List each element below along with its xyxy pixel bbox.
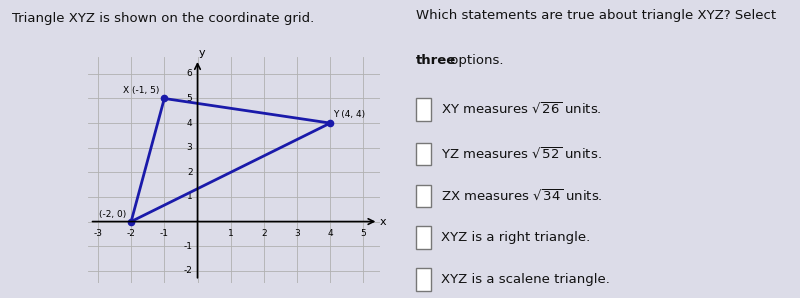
- Text: 2: 2: [187, 168, 193, 177]
- Text: XY measures $\sqrt{26}$ units.: XY measures $\sqrt{26}$ units.: [441, 102, 602, 117]
- Text: ZX measures $\sqrt{34}$ units.: ZX measures $\sqrt{34}$ units.: [441, 188, 602, 204]
- Bar: [416, 268, 431, 291]
- Text: XYZ is a scalene triangle.: XYZ is a scalene triangle.: [441, 273, 610, 286]
- Text: 5: 5: [361, 229, 366, 238]
- Bar: [416, 226, 431, 249]
- Text: -3: -3: [94, 229, 102, 238]
- Text: 3: 3: [186, 143, 193, 152]
- Text: 4: 4: [187, 119, 193, 128]
- Text: Triangle XYZ is shown on the coordinate grid.: Triangle XYZ is shown on the coordinate …: [12, 12, 314, 25]
- Text: x: x: [380, 217, 386, 226]
- Text: Which statements are true about triangle XYZ? Select: Which statements are true about triangle…: [416, 9, 776, 22]
- Text: X (-1, 5): X (-1, 5): [123, 86, 159, 95]
- Bar: [416, 185, 431, 207]
- Text: 2: 2: [261, 229, 266, 238]
- Text: -2: -2: [126, 229, 135, 238]
- Text: 5: 5: [186, 94, 193, 103]
- Text: 3: 3: [294, 229, 300, 238]
- Text: -1: -1: [183, 242, 193, 251]
- Text: -1: -1: [160, 229, 169, 238]
- Text: (-2, 0): (-2, 0): [99, 210, 126, 219]
- Text: 6: 6: [186, 69, 193, 78]
- Text: YZ measures $\sqrt{52}$ units.: YZ measures $\sqrt{52}$ units.: [441, 147, 602, 162]
- Text: -2: -2: [184, 266, 193, 275]
- Text: 4: 4: [327, 229, 333, 238]
- Text: Y (4, 4): Y (4, 4): [334, 110, 366, 119]
- Text: three: three: [416, 54, 456, 67]
- Text: y: y: [199, 48, 206, 58]
- Text: XYZ is a right triangle.: XYZ is a right triangle.: [441, 231, 590, 244]
- Text: options.: options.: [446, 54, 503, 67]
- Text: 1: 1: [186, 193, 193, 201]
- Bar: [416, 98, 431, 121]
- Bar: [416, 143, 431, 165]
- Text: 1: 1: [228, 229, 234, 238]
